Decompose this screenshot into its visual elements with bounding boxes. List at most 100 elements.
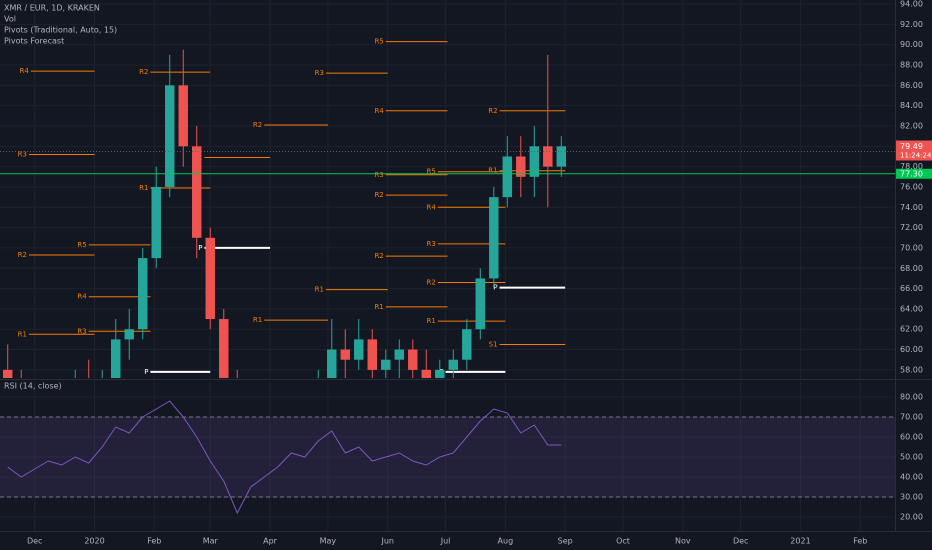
pivot-label: R2 xyxy=(427,278,436,286)
candle-body xyxy=(219,319,229,378)
y-tick-label: 78.00 xyxy=(900,162,923,171)
candle-body xyxy=(354,339,364,360)
candle-body xyxy=(111,339,121,378)
x-tick-label: May xyxy=(320,537,337,546)
candle-body xyxy=(165,85,175,187)
countdown: 11:24:24 xyxy=(900,152,932,160)
pivot-label: R1 xyxy=(139,184,148,192)
pivot-label: R1 xyxy=(315,286,324,294)
y-tick-label: 94.00 xyxy=(900,0,923,9)
x-tick-label: Sep xyxy=(558,537,573,546)
x-tick-label: Aug xyxy=(498,537,514,546)
y-tick-label: 72.00 xyxy=(900,223,923,232)
candle-body xyxy=(408,349,418,370)
last-price-badge xyxy=(896,140,932,161)
x-tick-label: Dec xyxy=(27,537,42,546)
candle-body xyxy=(151,186,161,259)
x-tick-label: Jul xyxy=(440,537,451,546)
pivot-label: R1 xyxy=(253,316,262,324)
y-tick-label: 84.00 xyxy=(900,101,923,110)
x-tick-label: Apr xyxy=(263,537,278,546)
x-tick-label: Feb xyxy=(853,537,867,546)
pivot-label: R3 xyxy=(427,240,436,248)
pivot-label: R4 xyxy=(20,67,30,75)
indicator: Pivots Forecast xyxy=(4,37,64,46)
pivot-label: R1 xyxy=(488,167,497,175)
candle-body xyxy=(367,339,377,370)
candle-body xyxy=(421,369,432,378)
candle-body xyxy=(394,349,405,360)
pivot-label: R3 xyxy=(374,171,383,179)
y-tick-label: 50.00 xyxy=(900,453,923,462)
price-pane: R4 R3 R2 R1 R5 R4 R3 P R2 R1 R1 P R2 R1 R3 R1 R5 R4 R3 R2 R2… xyxy=(0,38,895,378)
candle-body xyxy=(462,329,472,360)
y-tick-label: 58.00 xyxy=(900,365,923,374)
pivot-label: R2 xyxy=(18,251,27,259)
pivot-label: R2 xyxy=(253,121,262,129)
marker-label: 77.30 xyxy=(900,169,923,178)
candle-body xyxy=(178,85,188,147)
pivot-label: R2 xyxy=(374,191,383,199)
pivot-label: P xyxy=(198,244,202,252)
candle-body xyxy=(502,156,513,198)
y-tick-label: 62.00 xyxy=(900,325,923,334)
y-tick-label: 92.00 xyxy=(900,20,923,29)
candle-body xyxy=(205,237,215,320)
candle-body xyxy=(475,278,486,330)
x-tick-label: Feb xyxy=(147,537,161,546)
candle-body xyxy=(489,197,499,279)
last-price-label: 79.49 xyxy=(900,142,923,151)
candle-body xyxy=(327,349,337,378)
y-tick-label: 76.00 xyxy=(900,182,923,191)
pivot-label: R5 xyxy=(77,241,86,249)
pivot-label: R3 xyxy=(315,69,324,77)
candle-body xyxy=(381,359,391,370)
y-tick-label: 66.00 xyxy=(900,284,923,293)
rsi-line xyxy=(7,400,562,515)
y-tick-label: 64.00 xyxy=(900,304,923,313)
pivot-label: R1 xyxy=(374,303,383,311)
y-tick-label: 88.00 xyxy=(900,61,923,70)
y-tick-label: 80.00 xyxy=(900,393,923,402)
indicator: Pivots (Traditional, Auto, 15) xyxy=(4,26,117,35)
candle-body xyxy=(516,156,526,177)
rsi-title: RSI (14, close) xyxy=(4,382,62,391)
x-tick-label: Oct xyxy=(616,537,630,546)
candle-body xyxy=(543,146,553,167)
candle-body xyxy=(124,329,134,340)
labels: XMR / EUR, 1D, KRAKEN Vol Pivots (Tradit… xyxy=(4,0,932,546)
pivot-label: P xyxy=(144,368,148,376)
pivot-label: R3 xyxy=(18,150,27,158)
chart-title: XMR / EUR, 1D, KRAKEN xyxy=(4,4,100,13)
candle-body xyxy=(192,146,202,238)
candle-body xyxy=(556,146,567,167)
y-tick-label: 40.00 xyxy=(900,473,923,482)
y-tick-label: 90.00 xyxy=(900,40,923,49)
pivot-label: R4 xyxy=(77,293,87,301)
pivot-label: R1 xyxy=(427,317,436,325)
pivot-label: R2 xyxy=(139,68,148,76)
x-tick-label: Dec xyxy=(733,537,748,546)
y-tick-label: 60.00 xyxy=(900,345,923,354)
y-tick-label: 86.00 xyxy=(900,81,923,90)
x-tick-label: 2021 xyxy=(790,537,810,546)
candle-body xyxy=(2,369,13,378)
pivot-label: R2 xyxy=(374,252,383,260)
grid xyxy=(0,0,895,531)
y-tick-label: 70.00 xyxy=(900,413,923,422)
candle-body xyxy=(340,349,350,360)
y-tick-label: 60.00 xyxy=(900,433,923,442)
pivot-label: S1 xyxy=(489,340,498,348)
pivot-label: R3 xyxy=(77,327,86,335)
x-tick-label: Nov xyxy=(675,537,691,546)
pivot-label: R2 xyxy=(488,107,497,115)
indicator: Vol xyxy=(4,15,16,24)
pivot-label: R4 xyxy=(427,203,437,211)
rsi-pane xyxy=(0,400,895,515)
pivot-label: R5 xyxy=(374,38,383,46)
marker-badge xyxy=(896,168,932,179)
x-tick-label: Mar xyxy=(203,537,219,546)
rsi-band xyxy=(0,417,895,497)
y-tick-label: 70.00 xyxy=(900,243,923,252)
